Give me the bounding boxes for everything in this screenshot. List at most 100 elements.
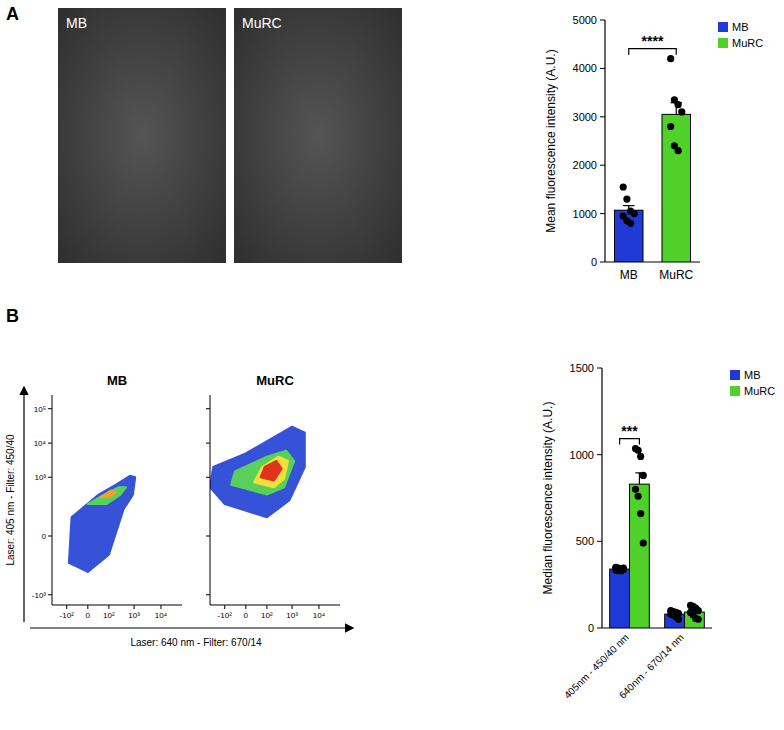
- figure: ABMBMuRC010002000300040005000Mean fluore…: [0, 0, 784, 730]
- y-tick-label: 3000: [573, 111, 597, 123]
- density-plot: -10²010²10³10⁴MuRC: [206, 373, 340, 620]
- x-axis: [210, 605, 340, 606]
- y-tick-label: 0: [591, 256, 597, 268]
- x-tick-label: MB: [620, 268, 638, 282]
- x-arrow: [30, 627, 352, 628]
- y-tick: [48, 443, 52, 444]
- x-tick-label: 10³: [128, 611, 140, 620]
- legend-label: MB: [732, 21, 749, 33]
- data-point: [667, 123, 674, 130]
- data-point: [675, 101, 682, 108]
- y-axis: [210, 395, 211, 605]
- y-tick: [600, 165, 605, 166]
- bar-chart: 050010001500Median fluorescence intensit…: [541, 362, 775, 701]
- x-tick-label: -10²: [60, 611, 75, 620]
- legend-label: MuRC: [744, 385, 775, 397]
- x-tick: [87, 605, 88, 609]
- x-axis: [52, 605, 182, 606]
- x-tick-label: 640nm - 670/14 nm: [617, 632, 686, 701]
- y-tick-label: 0: [42, 532, 47, 541]
- x-tick-label: 10⁴: [313, 611, 326, 620]
- y-tick: [600, 262, 605, 263]
- bar: [615, 210, 644, 262]
- legend-swatch: [730, 370, 740, 380]
- plot-title: MB: [107, 373, 127, 388]
- micrograph: [234, 8, 402, 263]
- contours: [210, 427, 305, 518]
- bar: [662, 114, 691, 262]
- significance-bracket: [629, 49, 677, 55]
- x-tick: [160, 605, 161, 609]
- data-point: [675, 616, 682, 623]
- y-tick: [597, 628, 602, 629]
- x-tick-label: MuRC: [659, 268, 693, 282]
- x-tick: [66, 605, 67, 609]
- data-point: [678, 108, 685, 115]
- density-plot: -10²010²10³10⁴-10³010³10⁴10⁵MB: [32, 373, 182, 620]
- density-contour: [261, 461, 282, 481]
- data-point: [620, 565, 627, 572]
- y-axis: [601, 368, 602, 628]
- y-axis: [52, 395, 53, 605]
- legend-label: MuRC: [732, 37, 763, 49]
- significance-label: ****: [642, 33, 664, 49]
- x-tick-label: 10²: [103, 611, 115, 620]
- y-axis: [604, 20, 605, 262]
- legend-swatch: [718, 22, 728, 32]
- y-arrow: [23, 388, 24, 622]
- y-tick: [206, 443, 210, 444]
- y-tick: [206, 536, 210, 537]
- x-tick: [224, 605, 225, 609]
- y-tick-label: 1500: [570, 362, 594, 374]
- y-tick: [600, 68, 605, 69]
- y-axis-title: Mean fluorescence intensity (A.U.): [544, 49, 558, 232]
- contours: [69, 476, 135, 572]
- y-tick: [597, 368, 602, 369]
- bar-chart: 010002000300040005000Mean fluorescence i…: [544, 14, 763, 282]
- data-point: [640, 539, 647, 546]
- marks: [610, 445, 705, 628]
- significance-label: ***: [621, 423, 638, 439]
- x-tick: [292, 605, 293, 609]
- y-tick-label: -10³: [32, 591, 47, 600]
- y-tick: [206, 477, 210, 478]
- data-point: [623, 195, 630, 202]
- error-cap: [623, 205, 634, 206]
- x-tick-label: 10⁴: [155, 611, 168, 620]
- y-tick: [48, 536, 52, 537]
- x-tick: [108, 605, 109, 609]
- y-tick-label: 10³: [34, 473, 46, 482]
- marks: [615, 55, 691, 262]
- x-axis-title: Laser: 640 nm - Filter: 670/14: [130, 637, 262, 648]
- data-point: [620, 183, 627, 190]
- y-tick-label: 4000: [573, 62, 597, 74]
- data-point: [675, 147, 682, 154]
- panel-label: B: [6, 306, 19, 326]
- legend-swatch: [718, 38, 728, 48]
- legend-label: MB: [744, 369, 761, 381]
- x-tick: [134, 605, 135, 609]
- y-axis-title: Median fluorescence intensity (A.U.): [541, 402, 555, 595]
- data-point: [637, 510, 644, 517]
- data-point: [632, 486, 639, 493]
- density-contour: [88, 487, 126, 504]
- y-tick: [600, 20, 605, 21]
- y-axis-title: Laser: 405 nm - Filter: 450/40: [5, 434, 16, 566]
- legend-swatch: [730, 386, 740, 396]
- y-tick: [206, 408, 210, 409]
- x-tick: [318, 605, 319, 609]
- y-tick: [48, 594, 52, 595]
- data-point: [627, 220, 634, 227]
- y-tick: [48, 477, 52, 478]
- y-tick-label: 1000: [573, 208, 597, 220]
- y-tick: [48, 408, 52, 409]
- data-point: [635, 493, 642, 500]
- x-tick: [245, 605, 246, 609]
- image-title: MuRC: [242, 15, 282, 31]
- x-tick: [266, 605, 267, 609]
- bar: [685, 612, 705, 628]
- density-contour: [69, 476, 135, 572]
- significance-bracket: [620, 439, 640, 445]
- data-point: [637, 453, 644, 460]
- y-tick-label: 2000: [573, 159, 597, 171]
